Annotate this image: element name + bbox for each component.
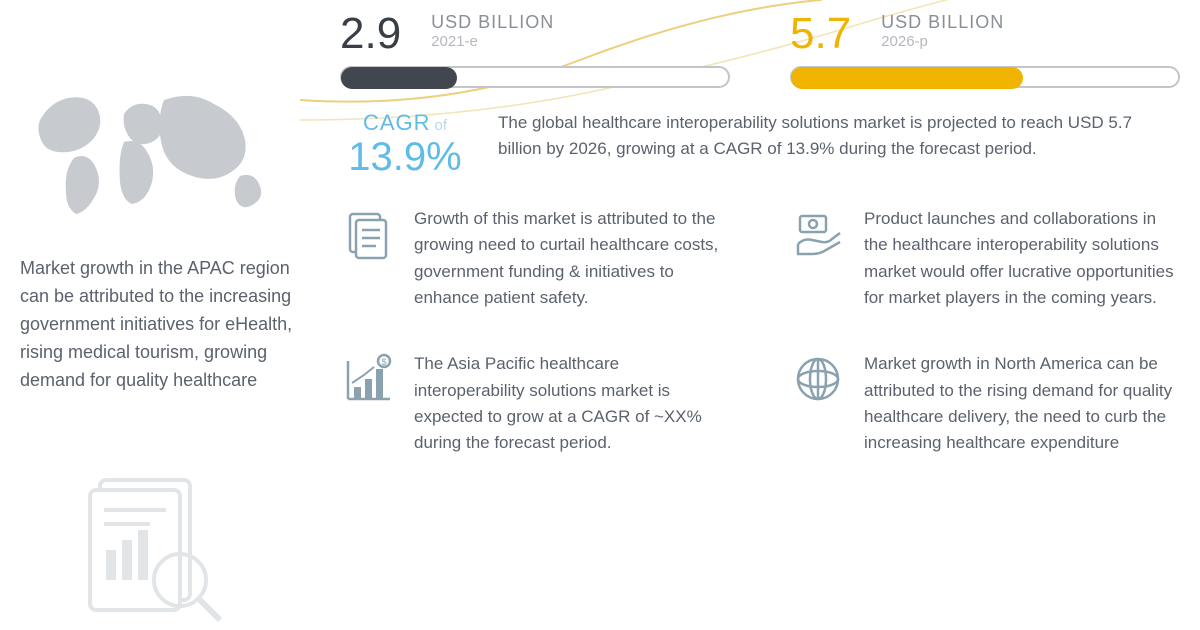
metric-2021-year: 2021-e [431,33,554,50]
cagr-block: CAGRof 13.9% [340,110,470,178]
cell-apac: $ The Asia Pacific healthcare interopera… [340,351,730,456]
cagr-description: The global healthcare interoperability s… [498,110,1180,163]
left-panel: Market growth in the APAC region can be … [20,80,300,394]
metric-2021: 2.9 USD BILLION 2021-e [340,12,730,88]
metric-2021-bar [340,66,730,88]
cell-launches: Product launches and collaborations in t… [790,206,1180,311]
globe-icon [790,351,846,407]
info-grid: Growth of this market is attributed to t… [340,206,1180,457]
cell-na-text: Market growth in North America can be at… [864,351,1180,456]
metric-2021-value: 2.9 [340,12,401,56]
money-hand-icon [790,206,846,262]
left-panel-text: Market growth in the APAC region can be … [20,255,300,394]
cagr-row: CAGRof 13.9% The global healthcare inter… [340,110,1180,178]
cell-launches-text: Product launches and collaborations in t… [864,206,1180,311]
cagr-value: 13.9% [340,136,470,178]
cell-na: Market growth in North America can be at… [790,351,1180,456]
metrics-row: 2.9 USD BILLION 2021-e 5.7 USD BILLION 2… [340,12,1180,88]
cell-growth-text: Growth of this market is attributed to t… [414,206,730,311]
report-watermark-icon [70,460,240,630]
document-stack-icon [340,206,396,262]
cagr-label: CAGR [363,110,431,135]
metric-2026: 5.7 USD BILLION 2026-p [790,12,1180,88]
cell-apac-text: The Asia Pacific healthcare interoperabi… [414,351,730,456]
world-map-icon [20,80,280,220]
metric-2026-unit: USD BILLION [881,12,1004,33]
bar-chart-growth-icon: $ [340,351,396,407]
cell-growth: Growth of this market is attributed to t… [340,206,730,311]
metric-2026-year: 2026-p [881,33,1004,50]
asia-pacific-watermark: ASIA PACIFIC [0,402,6,592]
metric-2021-unit: USD BILLION [431,12,554,33]
metric-2026-value: 5.7 [790,12,851,56]
metric-2026-bar [790,66,1180,88]
svg-text:$: $ [381,357,386,367]
main-content: 2.9 USD BILLION 2021-e 5.7 USD BILLION 2… [340,12,1180,457]
cagr-of: of [435,117,448,134]
